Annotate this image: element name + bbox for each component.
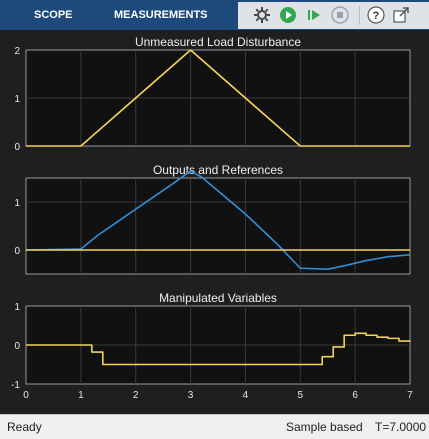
run-icon[interactable]: [278, 5, 298, 25]
settings-icon[interactable]: [252, 5, 272, 25]
x-tick-label: 0: [23, 390, 29, 401]
y-tick-label: -1: [11, 380, 20, 391]
y-tick-label: 0: [14, 142, 20, 153]
status-ready: Ready: [7, 420, 42, 434]
series-line-1-1: [26, 49, 410, 147]
plot-area-2: [25, 177, 411, 275]
tab-measurements[interactable]: MEASUREMENTS: [114, 9, 208, 21]
x-tick-label: 4: [243, 390, 249, 401]
status-sample-mode: Sample based: [286, 420, 363, 434]
y-tick-label: 1: [14, 198, 20, 209]
plot-title-1: Unmeasured Load Disturbance: [134, 35, 302, 49]
undock-icon[interactable]: [391, 5, 411, 25]
series-line-2-1: [25, 170, 411, 270]
plot-title-3: Manipulated Variables: [159, 291, 277, 305]
y-tick-label: 1: [14, 94, 20, 105]
x-tick-label: 5: [298, 390, 304, 401]
help-icon[interactable]: ?: [366, 5, 386, 25]
stop-icon[interactable]: [330, 5, 350, 25]
status-bar: Ready Sample based T=7.0000: [0, 414, 429, 439]
x-tick-label: 1: [78, 390, 84, 401]
step-forward-icon[interactable]: [304, 5, 324, 25]
quick-access-toolbar: ?: [238, 2, 429, 29]
y-tick-label: 0: [14, 341, 20, 352]
x-tick-label: 7: [407, 390, 413, 401]
y-tick-label: 0: [14, 246, 20, 257]
series-line-3-1: [26, 332, 411, 366]
y-tick-label: 1: [14, 302, 20, 313]
scope-display: Unmeasured Load Disturbance Outputs and …: [0, 30, 429, 414]
plot-title-2: Outputs and References: [152, 163, 284, 177]
tab-scope[interactable]: SCOPE: [34, 9, 73, 21]
toolbar-divider: [359, 6, 360, 25]
status-time: T=7.0000: [375, 420, 427, 434]
x-tick-label: 3: [188, 390, 194, 401]
x-tick-label: 2: [133, 390, 139, 401]
toolstrip: SCOPE MEASUREMENTS: [0, 0, 429, 30]
x-tick-label: 6: [352, 390, 358, 401]
svg-text:?: ?: [373, 10, 380, 22]
y-tick-label: 2: [14, 46, 20, 57]
